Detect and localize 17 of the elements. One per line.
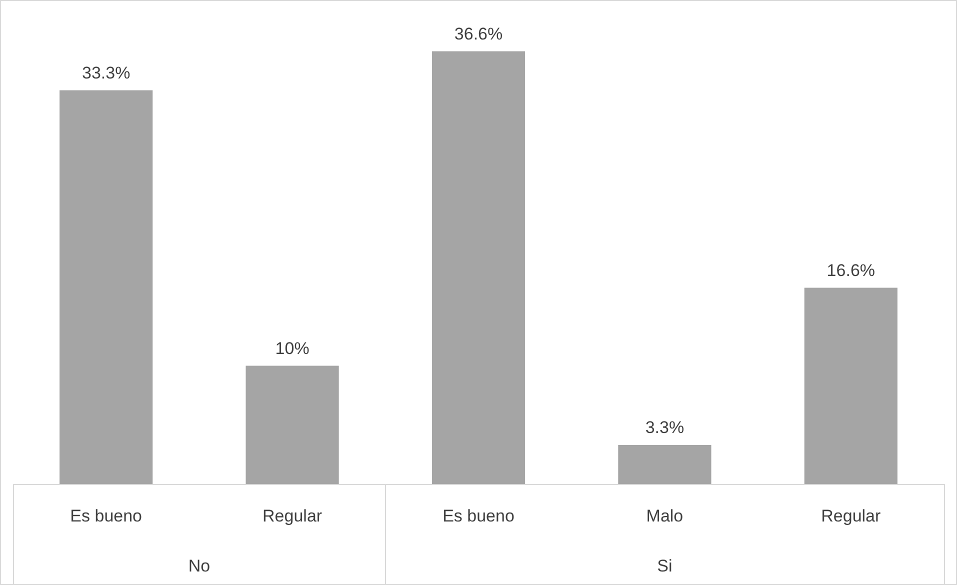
bar bbox=[804, 288, 898, 484]
bar bbox=[432, 51, 526, 484]
text: No bbox=[188, 556, 210, 576]
bar bbox=[60, 90, 153, 484]
data-label: 3.3% bbox=[645, 418, 684, 438]
x-tick-label: Es bueno bbox=[442, 506, 514, 526]
data-label: 10% bbox=[275, 338, 310, 358]
x-tick-label: Regular bbox=[821, 506, 881, 526]
x-tick-label: Regular bbox=[262, 506, 322, 526]
x-tick-label: Es bueno bbox=[70, 506, 142, 526]
x-tick-label: Malo bbox=[646, 506, 684, 526]
bar bbox=[618, 444, 712, 484]
data-label: 16.6% bbox=[826, 260, 875, 280]
data-label: 36.6% bbox=[454, 24, 503, 44]
bar bbox=[246, 366, 339, 484]
text: Si bbox=[657, 556, 672, 576]
data-label: 33.3% bbox=[82, 63, 130, 82]
